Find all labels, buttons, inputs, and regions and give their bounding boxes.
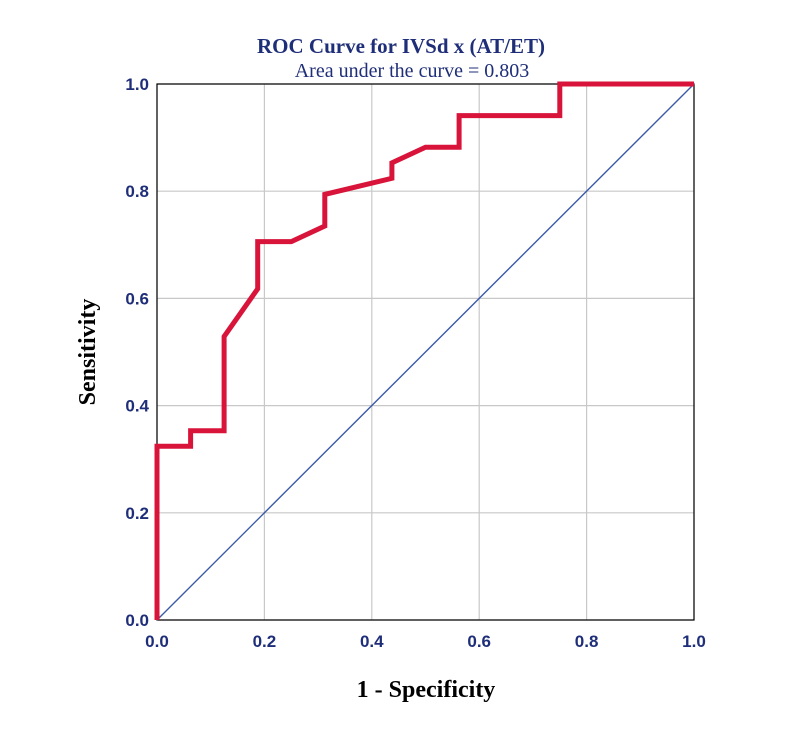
y-tick-label: 1.0 bbox=[125, 75, 149, 94]
y-tick-label: 0.6 bbox=[125, 289, 149, 308]
y-tick-labels: 0.0 0.2 0.4 0.6 0.8 1.0 bbox=[125, 75, 149, 630]
x-tick-label: 0.8 bbox=[575, 632, 599, 651]
x-tick-label: 0.4 bbox=[360, 632, 384, 651]
plot-frame bbox=[156, 83, 695, 621]
x-tick-label: 0.2 bbox=[253, 632, 277, 651]
series-layer bbox=[154, 81, 695, 621]
reference-diagonal-line bbox=[156, 83, 695, 621]
y-tick-label: 0.0 bbox=[125, 611, 149, 630]
x-axis-label: 1 - Specificity bbox=[357, 677, 496, 703]
roc-curve-line bbox=[154, 81, 694, 620]
y-tick-label: 0.8 bbox=[125, 182, 149, 201]
y-tick-label: 0.2 bbox=[125, 504, 149, 523]
chart-title: ROC Curve for IVSd x (AT/ET) bbox=[257, 34, 545, 58]
y-axis-label: Sensitivity bbox=[75, 299, 101, 406]
chart-subtitle: Area under the curve = 0.803 bbox=[295, 60, 530, 82]
x-tick-label: 0.6 bbox=[467, 632, 491, 651]
x-tick-label: 0.0 bbox=[145, 632, 169, 651]
x-tick-labels: 0.0 0.2 0.4 0.6 0.8 1.0 bbox=[145, 632, 706, 651]
y-tick-label: 0.4 bbox=[125, 397, 149, 416]
x-tick-label: 1.0 bbox=[682, 632, 706, 651]
